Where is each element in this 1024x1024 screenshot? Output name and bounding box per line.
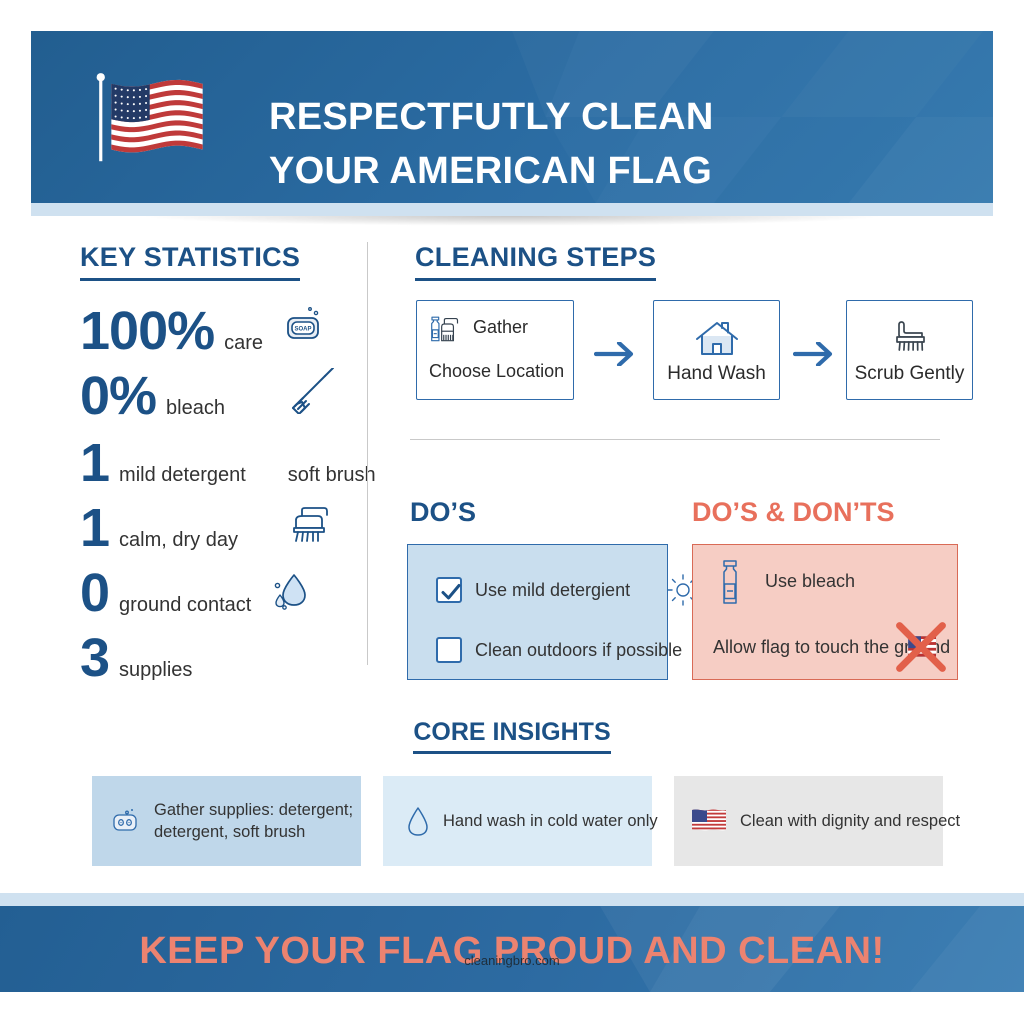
svg-text:SOAP: SOAP: [295, 327, 312, 333]
